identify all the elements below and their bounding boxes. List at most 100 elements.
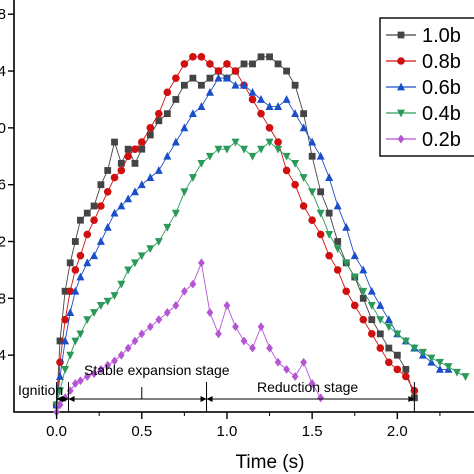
ignition-arrow: [56, 396, 69, 402]
data-point: [317, 393, 325, 403]
data-point: [163, 151, 172, 160]
data-point: [90, 216, 98, 225]
arrow-head-right: [62, 396, 69, 402]
data-point: [71, 337, 80, 346]
data-point: [248, 95, 257, 104]
data-point: [376, 330, 384, 338]
x-tick-label: 1.0: [217, 423, 238, 440]
data-point: [257, 109, 265, 118]
data-point: [257, 95, 266, 103]
data-point: [291, 372, 299, 381]
data-point: [206, 308, 214, 317]
data-point: [76, 251, 85, 260]
data-point: [117, 166, 126, 175]
series-0: [53, 53, 418, 409]
data-point: [376, 316, 385, 325]
data-point: [300, 110, 308, 118]
data-point: [368, 316, 376, 324]
data-point: [103, 222, 112, 231]
data-point: [308, 152, 316, 160]
data-point: [359, 287, 368, 296]
data-point: [189, 279, 197, 289]
data-point: [222, 73, 231, 82]
data-point: [171, 209, 180, 218]
data-point: [402, 372, 410, 381]
data-point: [316, 151, 325, 160]
data-point: [205, 152, 214, 161]
legend-marker: [397, 134, 405, 144]
data-point: [308, 188, 317, 197]
data-point: [325, 251, 333, 260]
data-point: [172, 96, 180, 103]
data-point: [291, 159, 300, 168]
data-point: [308, 216, 316, 225]
data-point: [317, 188, 325, 196]
data-point: [61, 315, 69, 324]
data-point: [66, 259, 74, 267]
data-point: [333, 245, 342, 254]
y-tick-label: 2.8: [0, 6, 6, 23]
data-point: [435, 358, 444, 367]
data-point: [110, 292, 119, 300]
data-point: [274, 357, 282, 367]
data-point: [308, 379, 316, 388]
y-tick-label: 2.4: [0, 63, 6, 80]
series-line-0: [56, 56, 415, 405]
data-point: [146, 131, 154, 139]
data-point: [124, 266, 133, 275]
data-point: [61, 287, 69, 295]
annotation-stable-expansion: Stable expansion stage: [84, 362, 230, 378]
data-point: [222, 145, 231, 154]
data-point: [265, 102, 274, 110]
x-tick-label: 2.0: [387, 423, 408, 440]
data-point: [198, 81, 205, 89]
annotation-ignition: Ignition: [18, 382, 63, 398]
data-point: [172, 301, 180, 310]
data-point: [163, 308, 171, 317]
data-point: [376, 344, 385, 352]
data-point: [350, 273, 359, 282]
data-point: [117, 201, 126, 210]
x-tick-label: 1.5: [302, 423, 323, 440]
data-point: [154, 166, 163, 174]
data-point: [249, 343, 256, 353]
data-point: [138, 329, 146, 339]
data-point: [350, 251, 359, 260]
data-point: [359, 315, 368, 324]
series-line-1: [56, 56, 415, 405]
data-point: [452, 368, 461, 377]
data-point: [96, 237, 105, 245]
series-1: [52, 53, 419, 409]
data-point: [83, 209, 91, 217]
data-point: [180, 123, 189, 132]
data-point: [393, 330, 402, 339]
data-point: [137, 180, 146, 189]
data-point: [172, 74, 180, 82]
data-point: [291, 81, 299, 89]
data-point: [83, 230, 92, 239]
data-point: [124, 152, 132, 161]
legend-marker: [397, 57, 405, 65]
data-point: [71, 238, 79, 245]
data-point: [265, 124, 274, 132]
data-point: [76, 272, 85, 281]
x-tick-label: 0.5: [131, 423, 152, 440]
data-point: [111, 356, 118, 366]
data-point: [342, 287, 351, 296]
data-point: [163, 223, 172, 232]
data-point: [393, 351, 401, 359]
legend-marker: [397, 82, 405, 91]
data-point: [137, 252, 146, 261]
data-point: [71, 286, 80, 295]
data-point: [146, 173, 155, 181]
data-point: [401, 337, 410, 346]
data-point: [291, 180, 299, 189]
y-tick-label: 1.6: [0, 177, 6, 194]
data-point: [274, 138, 282, 146]
annotation-reduction: Reduction stage: [257, 379, 358, 395]
data-point: [282, 95, 291, 103]
data-point: [180, 286, 188, 296]
data-point: [97, 202, 105, 210]
data-point: [384, 323, 393, 332]
data-point: [402, 365, 410, 373]
